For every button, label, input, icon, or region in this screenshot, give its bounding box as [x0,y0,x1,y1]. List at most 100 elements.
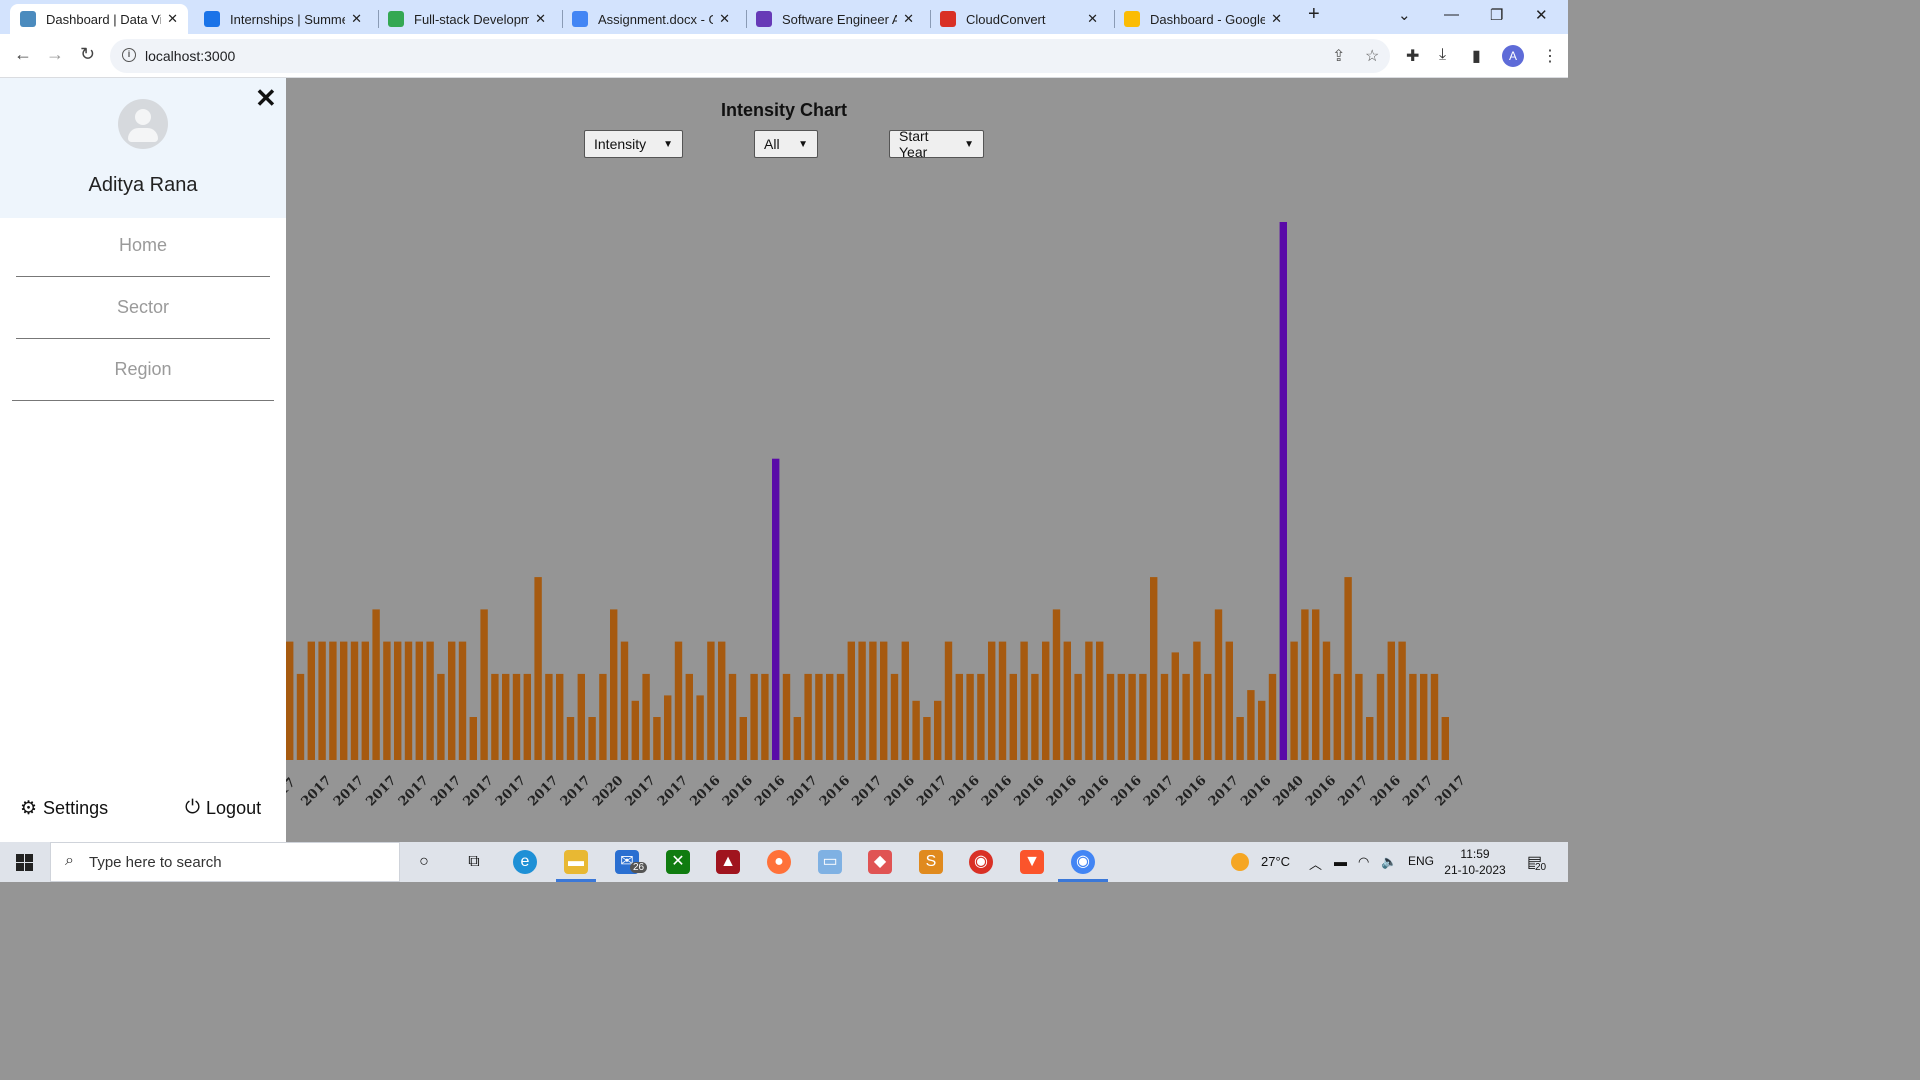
chart-bar[interactable] [599,673,607,760]
tab-close-icon[interactable]: ✕ [351,11,362,26]
chart-bar[interactable] [804,673,812,760]
chart-bar[interactable] [415,641,423,760]
chart-bar[interactable] [1193,641,1201,760]
file-explorer-icon[interactable]: ▬ [564,850,588,874]
taskbar-search-input[interactable]: ⌕ Type here to search [50,842,400,882]
chart-bar[interactable] [1322,641,1331,760]
chart-bar[interactable] [350,641,359,760]
chart-bar[interactable] [1074,673,1082,760]
chart-bar[interactable] [912,700,920,760]
chart-bar[interactable] [1117,673,1125,760]
chart-bar[interactable] [1398,641,1406,760]
browser-tab[interactable]: Dashboard - Google ✕ [1114,4,1292,34]
chart-bar[interactable] [437,673,445,760]
chart-bar[interactable] [1009,673,1017,760]
chart-bar[interactable] [523,673,531,760]
chart-bar[interactable] [944,641,953,760]
chart-bar[interactable] [512,673,521,760]
chart-bar[interactable] [588,717,596,760]
side-panel-icon[interactable]: ▮ [1472,48,1481,65]
chart-bar[interactable] [782,673,791,760]
download-icon[interactable]: ⤓ [1439,46,1447,63]
chart-bar[interactable] [1409,673,1417,760]
share-icon[interactable]: ⇪ [1332,48,1346,65]
chart-bar[interactable] [988,641,996,760]
chart-bar[interactable] [404,641,413,760]
chart-bar[interactable] [772,458,780,760]
chart-bar[interactable] [1258,700,1266,760]
chart-bar[interactable] [696,695,704,760]
xbox-icon[interactable]: ✕ [666,850,690,874]
chart-bar[interactable] [890,673,899,760]
chart-bar[interactable] [1441,717,1449,760]
chart-bar[interactable] [480,609,488,760]
chart-bar[interactable] [1031,673,1039,760]
chart-bar[interactable] [620,641,629,760]
chart-bar[interactable] [923,717,931,760]
extensions-icon[interactable]: ✚ [1406,48,1420,65]
chart-bar[interactable] [1150,577,1158,760]
sublime-icon[interactable]: S [919,850,943,874]
chart-bar[interactable] [1171,652,1179,760]
chart-bar[interactable] [664,695,672,760]
chart-bar[interactable] [750,673,758,760]
chart-bar[interactable] [631,700,639,760]
close-sidebar-icon[interactable]: ✕ [255,83,277,113]
new-tab-icon[interactable]: + [1308,3,1320,25]
chart-bar[interactable] [858,641,866,760]
chart-bar[interactable] [847,641,855,760]
chrome-icon[interactable]: ◉ [969,850,993,874]
chart-bar[interactable] [1063,641,1071,760]
chart-bar[interactable] [836,673,845,760]
chart-bar[interactable] [426,641,434,760]
task-view-icon[interactable]: ⧉ [468,853,480,870]
notification-icon[interactable]: ▤20 [1527,852,1547,873]
chart-bar[interactable] [329,641,337,760]
battery-icon[interactable]: ▬ [1334,854,1347,869]
chart-bar[interactable] [1052,609,1061,760]
chart-bar[interactable] [1268,673,1277,760]
chart-bar[interactable] [1042,641,1050,760]
brave-icon[interactable]: ▼ [1020,850,1044,874]
tab-close-icon[interactable]: ✕ [903,11,914,26]
chart-bar[interactable] [955,673,963,760]
browser-tab[interactable]: Full-stack Developme ✕ [378,4,556,34]
browser-tab[interactable]: Assignment.docx - G ✕ [562,4,740,34]
reload-icon[interactable]: ↻ [80,44,96,64]
chart-bar[interactable] [1020,641,1028,760]
chart-bar[interactable] [577,673,585,760]
chart-bar[interactable] [901,641,909,760]
chart-bar[interactable] [869,641,877,760]
chart-bar[interactable] [826,673,834,760]
chart-bar[interactable] [1214,609,1223,760]
chart-bar[interactable] [1225,641,1233,760]
minimize-icon[interactable]: — [1444,6,1459,23]
restore-icon[interactable]: ❐ [1490,7,1504,24]
chart-bar[interactable] [1301,609,1309,760]
chart-bar[interactable] [642,673,650,760]
chart-bar[interactable] [296,673,305,760]
sidebar-item-region[interactable]: Region [12,347,274,401]
tab-close-icon[interactable]: ✕ [167,11,178,26]
tab-close-icon[interactable]: ✕ [1087,11,1098,26]
chart-bar[interactable] [1096,641,1104,760]
chart-bar[interactable] [1204,673,1212,760]
chart-bar[interactable] [1430,673,1439,760]
chart-bar[interactable] [1333,673,1341,760]
chart-bar[interactable] [491,673,499,760]
browser-tab[interactable]: CloudConvert ✕ [930,4,1108,34]
chart-bar[interactable] [610,609,618,760]
chart-bar[interactable] [307,641,315,760]
chart-bar[interactable] [534,577,542,760]
chart-bar[interactable] [934,700,942,760]
tab-close-icon[interactable]: ✕ [1271,11,1282,26]
language-indicator[interactable]: ENG [1408,854,1435,868]
chart-bar[interactable] [1387,641,1395,760]
chart-bar[interactable] [966,673,974,760]
chart-bar[interactable] [1420,673,1428,760]
chart-bar[interactable] [1290,641,1298,760]
chart-bar[interactable] [728,673,737,760]
logout-button[interactable]: ⏻ Logout [185,797,261,819]
chart-bar[interactable] [739,717,747,760]
chart-bar[interactable] [394,641,402,760]
